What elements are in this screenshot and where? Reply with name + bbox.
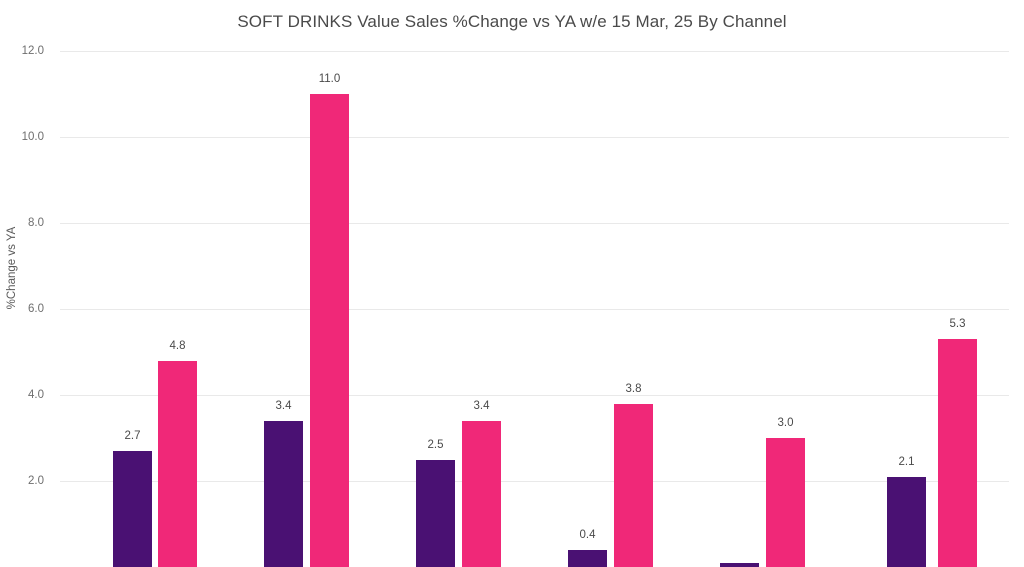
- bar-g1-s1-value-label: 2.7: [125, 430, 141, 442]
- bars-layer: 2.7 4.8 3.4 11.0 2.5 3.4 0.4 3.8 3.0 2.1 5.3: [60, 0, 1009, 567]
- y-axis-tick-label: 2.0: [0, 475, 52, 487]
- y-axis-tick-label: 6.0: [0, 303, 52, 315]
- y-axis-tick-label: 12.0: [0, 45, 52, 57]
- bar-g2-s1[interactable]: [264, 421, 303, 567]
- chart-container: SOFT DRINKS Value Sales %Change vs YA w/…: [0, 0, 1024, 536]
- y-axis-tick-labels: 12.0 10.0 8.0 6.0 4.0 2.0: [0, 40, 52, 536]
- bar-g5-s1[interactable]: [720, 563, 759, 567]
- bar-g3-s1-value-label: 2.5: [428, 439, 444, 451]
- bar-g1-s2-value-label: 4.8: [170, 340, 186, 352]
- bar-g4-s2[interactable]: [614, 404, 653, 567]
- bar-g6-s1[interactable]: [887, 477, 926, 567]
- bar-g6-s2[interactable]: [938, 339, 977, 567]
- bar-g4-s2-value-label: 3.8: [626, 383, 642, 395]
- bar-g3-s2-value-label: 3.4: [474, 400, 490, 412]
- bar-g5-s2[interactable]: [766, 438, 805, 567]
- bar-g3-s1[interactable]: [416, 460, 455, 567]
- y-axis-tick-label: 4.0: [0, 389, 52, 401]
- bar-g4-s1-value-label: 0.4: [580, 529, 596, 541]
- bar-g2-s2-value-label: 11.0: [319, 73, 341, 85]
- y-axis-tick-label: 10.0: [0, 131, 52, 143]
- bar-g4-s1[interactable]: [568, 550, 607, 567]
- bar-g2-s2[interactable]: [310, 94, 349, 567]
- bar-g6-s1-value-label: 2.1: [899, 456, 915, 468]
- bar-g6-s2-value-label: 5.3: [950, 318, 966, 330]
- bar-g2-s1-value-label: 3.4: [276, 400, 292, 412]
- bar-g1-s1[interactable]: [113, 451, 152, 567]
- bar-g1-s2[interactable]: [158, 361, 197, 567]
- y-axis-tick-label: 8.0: [0, 217, 52, 229]
- bar-g3-s2[interactable]: [462, 421, 501, 567]
- bar-g5-s2-value-label: 3.0: [778, 417, 794, 429]
